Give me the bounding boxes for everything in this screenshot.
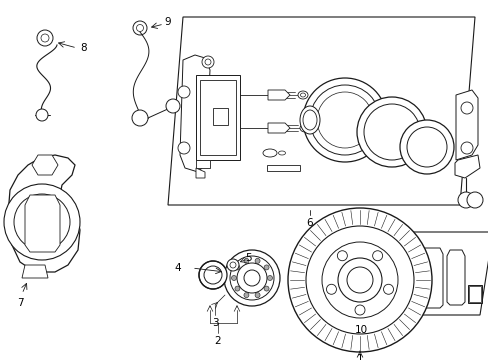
Ellipse shape [300,93,305,97]
Circle shape [372,251,382,261]
Circle shape [244,270,260,286]
Polygon shape [454,155,479,178]
Circle shape [4,184,80,260]
Text: 2: 2 [214,336,221,346]
Circle shape [255,293,260,298]
Circle shape [460,142,472,154]
Circle shape [41,34,49,42]
Circle shape [178,86,190,98]
Polygon shape [353,248,379,305]
Polygon shape [196,160,209,168]
Polygon shape [32,155,58,175]
Polygon shape [267,123,289,133]
Text: 4: 4 [174,263,181,273]
Circle shape [37,30,53,46]
Circle shape [234,265,240,270]
Polygon shape [389,244,415,308]
Circle shape [204,59,210,65]
Polygon shape [180,55,209,172]
Circle shape [287,208,431,352]
Polygon shape [455,90,477,160]
Polygon shape [196,75,240,160]
Circle shape [309,85,379,155]
Ellipse shape [263,149,276,157]
Circle shape [399,120,453,174]
Circle shape [237,263,266,293]
Ellipse shape [299,106,319,134]
Polygon shape [348,240,384,310]
Text: 6: 6 [306,218,313,228]
Circle shape [178,142,190,154]
Polygon shape [266,165,299,171]
Circle shape [264,286,268,291]
Circle shape [264,265,268,270]
Circle shape [363,104,419,160]
Polygon shape [394,252,410,303]
Circle shape [316,92,372,148]
Polygon shape [420,248,442,308]
Text: 5: 5 [244,253,251,263]
Polygon shape [446,250,464,305]
Polygon shape [200,80,236,155]
Ellipse shape [297,91,307,99]
Circle shape [226,259,239,271]
Circle shape [234,286,240,291]
Circle shape [165,99,180,113]
Text: 1: 1 [356,354,363,360]
Circle shape [466,192,482,208]
Polygon shape [467,285,481,303]
Circle shape [326,284,336,294]
Polygon shape [8,155,80,272]
Circle shape [229,262,236,268]
Circle shape [36,109,48,121]
Polygon shape [22,265,48,278]
Circle shape [231,275,236,280]
Circle shape [136,24,143,31]
Text: 3: 3 [211,318,218,328]
Circle shape [255,258,260,264]
Ellipse shape [299,124,309,132]
Circle shape [460,102,472,114]
Circle shape [244,293,248,298]
Circle shape [321,242,397,318]
Circle shape [337,258,381,302]
Polygon shape [468,286,480,302]
Ellipse shape [303,110,316,130]
Circle shape [356,97,426,167]
Text: 8: 8 [80,43,86,53]
Circle shape [383,284,393,294]
Circle shape [133,21,147,35]
Polygon shape [267,90,289,100]
Polygon shape [334,232,488,315]
Circle shape [132,110,148,126]
Circle shape [267,275,272,280]
Circle shape [244,258,248,264]
Circle shape [354,305,364,315]
Circle shape [229,256,273,300]
Circle shape [305,226,413,334]
Circle shape [203,266,222,284]
Polygon shape [213,108,227,125]
Polygon shape [25,195,60,252]
Circle shape [406,127,446,167]
Text: 10: 10 [354,325,367,335]
Circle shape [202,56,214,68]
Circle shape [199,261,226,289]
Polygon shape [168,17,474,205]
Polygon shape [196,168,204,178]
Text: 7: 7 [17,298,23,308]
Circle shape [457,192,473,208]
Circle shape [346,267,372,293]
Circle shape [14,194,70,250]
Circle shape [224,250,280,306]
Text: 9: 9 [164,17,171,27]
Ellipse shape [278,151,285,155]
Circle shape [337,251,346,261]
Circle shape [303,78,386,162]
